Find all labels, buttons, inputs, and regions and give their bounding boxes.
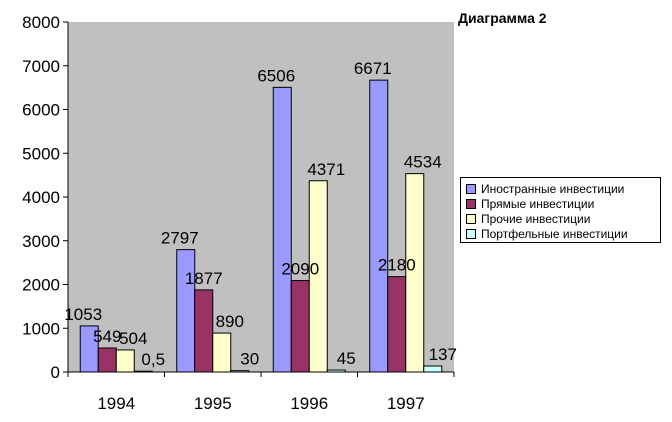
- data-label: 45: [337, 349, 356, 368]
- bar: [272, 86, 292, 373]
- data-label: 2090: [281, 260, 319, 279]
- bar: [387, 276, 407, 373]
- data-label: 504: [119, 329, 147, 348]
- y-tick-label: 4000: [22, 188, 60, 207]
- y-axis: 0 1000 2000 3000 4000 5000 6000 7000 8000: [22, 13, 68, 382]
- bar: [369, 79, 389, 373]
- legend-label: Прямые инвестиции: [481, 196, 595, 211]
- bar: [212, 332, 232, 373]
- legend: Иностранные инвестиции Прямые инвестиции…: [460, 177, 661, 243]
- x-tick-label: 1997: [387, 394, 425, 413]
- legend-item-portfolio: Портфельные инвестиции: [466, 226, 655, 241]
- data-label: 2797: [161, 229, 199, 248]
- legend-item-other: Прочие инвестиции: [466, 211, 655, 226]
- y-tick-label: 0: [51, 363, 60, 382]
- y-tick-label: 6000: [22, 101, 60, 120]
- bar: [115, 349, 135, 373]
- data-label: 4534: [404, 153, 442, 172]
- data-label: 4371: [307, 160, 345, 179]
- data-label: 6506: [257, 66, 295, 85]
- bar: [290, 280, 310, 373]
- legend-swatch: [466, 228, 476, 239]
- data-label: 1053: [64, 305, 102, 324]
- bar: [423, 365, 443, 373]
- data-labels-layer: 1053 2797 6506 6671 549 1877 2090 2180 504 890 437…: [64, 59, 457, 369]
- data-label: 137: [429, 345, 457, 364]
- y-tick-label: 2000: [22, 276, 60, 295]
- data-label: 2180: [378, 256, 416, 275]
- y-tick-label: 8000: [22, 13, 60, 32]
- data-label: 1877: [185, 269, 223, 288]
- y-tick-label: 5000: [22, 144, 60, 163]
- data-label: 30: [240, 350, 259, 369]
- legend-label: Иностранные инвестиции: [481, 181, 625, 196]
- legend-swatch: [466, 213, 476, 224]
- bar: [97, 347, 117, 373]
- x-tick-label: 1996: [290, 394, 328, 413]
- legend-swatch: [466, 198, 476, 209]
- legend-swatch: [466, 183, 476, 194]
- x-axis: 1994 1995 1996 1997: [67, 372, 455, 413]
- data-label: 0,5: [141, 350, 165, 369]
- y-tick-label: 3000: [22, 232, 60, 251]
- legend-label: Прочие инвестиции: [481, 211, 591, 226]
- chart-title: Диаграмма 2: [458, 10, 547, 26]
- data-label: 549: [93, 327, 121, 346]
- x-tick-label: 1995: [194, 394, 232, 413]
- legend-item-direct: Прямые инвестиции: [466, 196, 655, 211]
- x-tick-label: 1994: [97, 394, 135, 413]
- y-tick-label: 1000: [22, 319, 60, 338]
- y-tick-label: 7000: [22, 57, 60, 76]
- data-label: 6671: [354, 59, 392, 78]
- data-label: 890: [216, 312, 244, 331]
- bar: [194, 289, 214, 373]
- legend-item-foreign: Иностранные инвестиции: [466, 181, 655, 196]
- legend-label: Портфельные инвестиции: [481, 226, 628, 241]
